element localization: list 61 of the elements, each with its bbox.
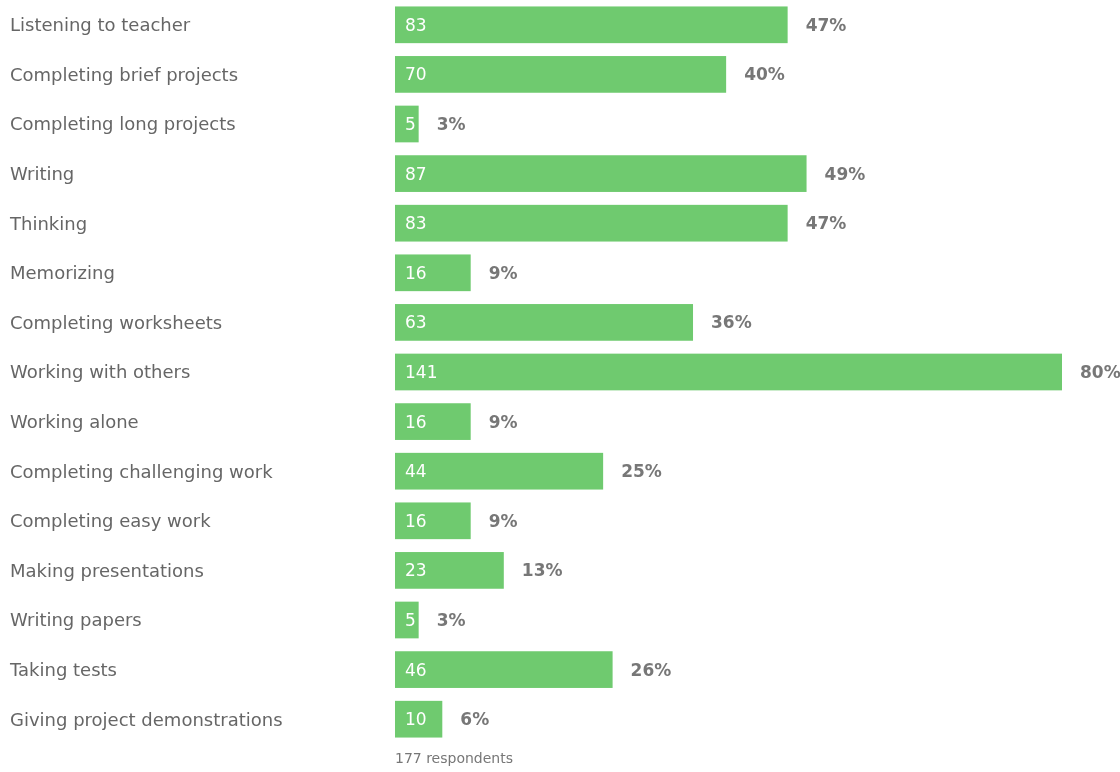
y-tick-label: Completing worksheets [10, 311, 223, 333]
bar [395, 452, 604, 490]
y-tick-label: Writing [10, 162, 75, 184]
text: 177 respondents [395, 749, 514, 766]
y-tick-label: Thinking [9, 212, 88, 234]
bar [395, 651, 613, 688]
bar [395, 353, 1062, 391]
annotation: 47% [805, 14, 847, 35]
bar [395, 700, 443, 738]
bar [395, 403, 471, 440]
y-tick-label: Working with others [10, 361, 191, 383]
bar [395, 155, 807, 192]
y-tick-label: Listening to teacher [10, 14, 191, 36]
y-tick-label: Giving project demonstrations [10, 708, 283, 730]
annotation: 36% [711, 312, 752, 333]
data-label: 16 [405, 262, 427, 283]
bar [395, 6, 788, 44]
y-tick-label: Completing long projects [10, 113, 236, 135]
annotation: 9% [488, 510, 518, 531]
data-label: 44 [405, 461, 427, 482]
annotation: 9% [488, 411, 518, 432]
y-tick-label: Working alone [10, 410, 139, 432]
data-label: 83 [405, 213, 427, 234]
data-label: 63 [405, 312, 427, 333]
bar [395, 204, 788, 242]
data-label: 83 [405, 14, 427, 35]
annotation: 80% [1080, 361, 1120, 382]
y-tick-label: Memorizing [10, 262, 115, 284]
bar [395, 601, 419, 639]
y-tick-label: Completing brief projects [10, 63, 239, 85]
data-label: 16 [405, 411, 427, 432]
bar [395, 254, 471, 292]
bar [395, 502, 471, 540]
bar [395, 552, 504, 589]
annotation: 3% [436, 609, 466, 630]
data-label: 87 [405, 163, 427, 184]
annotation: 25% [621, 461, 662, 482]
y-tick-label: Completing easy work [10, 510, 212, 532]
bar [395, 105, 419, 143]
bar [395, 56, 727, 93]
y-tick-label: Writing papers [10, 609, 142, 631]
data-label: 70 [405, 64, 427, 85]
annotation: 49% [824, 163, 866, 184]
data-label: 5 [405, 113, 416, 134]
annotation: 47% [805, 213, 847, 234]
annotation: 13% [521, 560, 563, 581]
data-label: 46 [405, 659, 427, 680]
annotation: 6% [460, 709, 490, 730]
data-label: 16 [405, 510, 427, 531]
y-tick-label: Taking tests [9, 658, 117, 680]
data-label: 10 [405, 709, 427, 730]
data-label: 141 [405, 361, 438, 382]
data-label: 23 [405, 560, 427, 581]
y-tick-label: Making presentations [10, 559, 204, 581]
data-label: 5 [405, 609, 416, 630]
annotation: 40% [744, 64, 785, 85]
annotation: 9% [488, 262, 518, 283]
annotation: 26% [630, 659, 672, 680]
annotation: 3% [436, 113, 466, 134]
bar [395, 304, 694, 341]
y-tick-label: Completing challenging work [10, 460, 274, 482]
